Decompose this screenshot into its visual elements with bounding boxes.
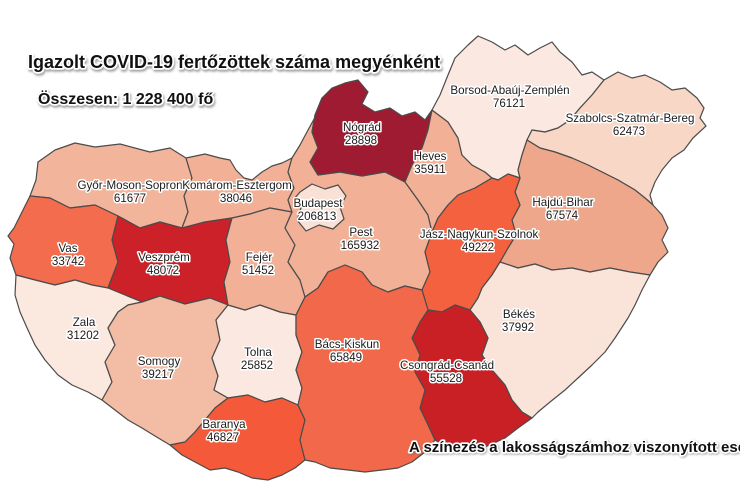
county-value-heves: 35911 [414, 163, 445, 176]
county-label-nograd: Nógrád [343, 121, 381, 134]
county-label-somogy: Somogy [138, 355, 181, 368]
county-label-veszprem: Veszprém [138, 251, 190, 264]
county-value-fejer: 51452 [242, 264, 274, 277]
county-label-bacs-kiskun: Bács-Kiskun [315, 338, 379, 351]
county-label-borsod-abauj-zemplen: Borsod-Abaúj-Zemplén [450, 84, 569, 97]
county-label-szabolcs-szatmar-bereg: Szabolcs-Szatmár-Bereg [566, 112, 695, 125]
county-value-veszprem: 48072 [147, 264, 179, 277]
county-label-pest: Pest [349, 226, 373, 239]
county-shape-baranya [169, 394, 306, 481]
county-value-baranya: 46827 [207, 431, 239, 444]
county-label-bekes: Békés [503, 308, 535, 321]
county-label-tolna: Tolna [244, 346, 272, 359]
county-value-komarom-esztergom: 38046 [220, 192, 252, 205]
county-shape-bacs-kiskun [295, 264, 436, 473]
county-shape-szabolcs-szatmar-bereg [526, 71, 707, 206]
county-value-vas: 33742 [52, 255, 84, 268]
county-label-zala: Zala [73, 316, 96, 329]
county-label-komarom-esztergom: Komárom-Esztergom [182, 179, 292, 192]
county-value-hajdu-bihar: 67574 [546, 209, 579, 222]
county-label-csongrad-csanad: Csongrád-Csanád [400, 359, 494, 372]
county-label-fejer: Fejér [246, 251, 273, 264]
county-value-csongrad-csanad: 55528 [430, 372, 462, 385]
county-value-somogy: 39217 [142, 368, 174, 381]
page-title: Igazolt COVID-19 fertőzöttek száma megyé… [28, 52, 440, 72]
county-label-gyor-moson-sopron: Győr-Moson-Sopron [77, 179, 182, 192]
county-value-pest: 165932 [341, 239, 380, 252]
county-value-bacs-kiskun: 65849 [330, 351, 362, 364]
county-value-szabolcs-szatmar-bereg: 62473 [613, 125, 645, 138]
county-value-borsod-abauj-zemplen: 76121 [493, 97, 525, 110]
county-shape-budapest [293, 183, 347, 232]
county-value-nograd: 28898 [345, 134, 377, 147]
county-value-zala: 31202 [67, 329, 99, 342]
total-count-label: Összesen: 1 228 400 fő [38, 89, 213, 108]
county-value-budapest: 206813 [298, 210, 337, 223]
county-label-vas: Vas [58, 242, 77, 255]
county-label-jasz-nagykun-szolnok: Jász-Nagykun-Szolnok [420, 228, 539, 241]
color-legend-footnote: A színezés a lakosságszámhoz viszonyítot… [409, 439, 740, 456]
county-value-jasz-nagykun-szolnok: 49222 [462, 241, 494, 254]
county-value-tolna: 25852 [241, 359, 273, 372]
county-label-heves: Heves [414, 150, 447, 163]
county-label-baranya: Baranya [202, 418, 246, 431]
county-label-hajdu-bihar: Hajdú-Bihar [532, 196, 593, 209]
county-value-gyor-moson-sopron: 61677 [114, 192, 146, 205]
county-value-bekes: 37992 [502, 321, 534, 334]
county-label-budapest: Budapest [294, 197, 344, 210]
